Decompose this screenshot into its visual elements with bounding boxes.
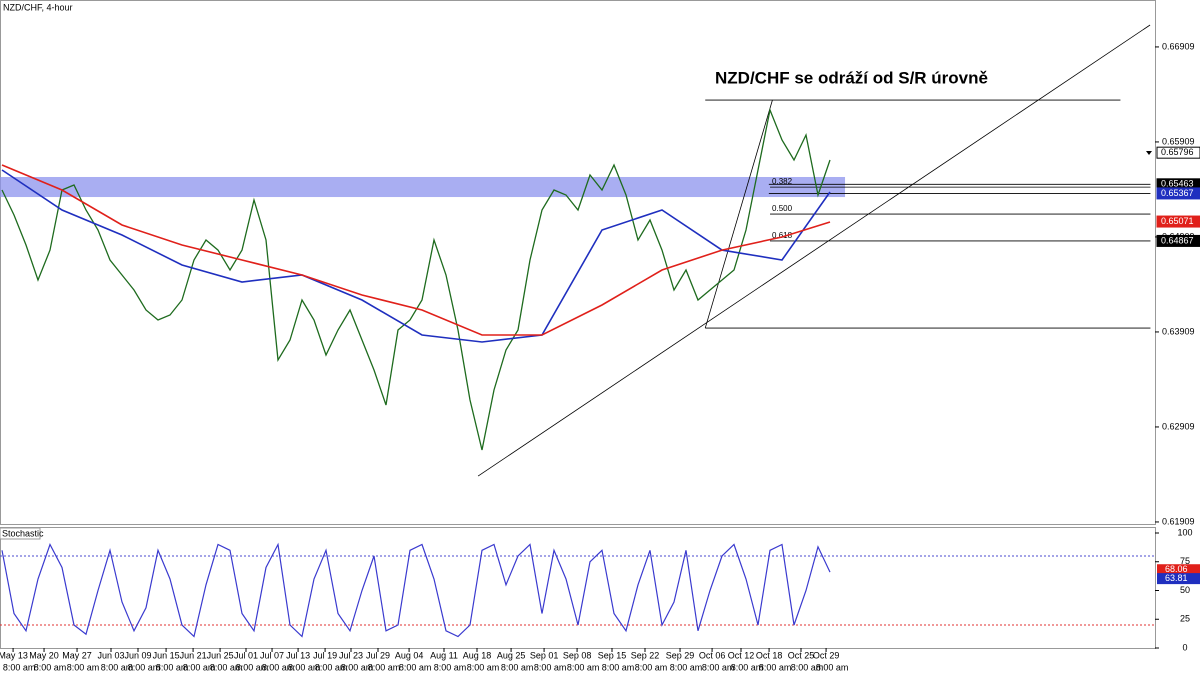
fib-label: 0.500 <box>772 204 793 213</box>
x-time-label: 8:00 am <box>567 662 600 672</box>
x-tick-label: Aug 18 <box>463 650 492 660</box>
x-time-label: 8:00 am <box>467 662 500 672</box>
chart-title: NZD/CHF, 4-hour <box>3 2 73 12</box>
x-tick-label: Oct 29 <box>813 650 840 660</box>
x-tick-label: Sep 15 <box>598 650 627 660</box>
sr-zone <box>0 176 846 198</box>
x-tick-label: Oct 18 <box>756 650 783 660</box>
stochastic-line <box>1 542 831 638</box>
x-tick-label: Oct 06 <box>699 650 726 660</box>
x-tick-label: Aug 11 <box>430 650 458 660</box>
x-time-label: 8:00 am <box>101 662 134 672</box>
trendline <box>477 24 1151 477</box>
x-tick-label: Sep 29 <box>666 650 695 660</box>
current-price-arrow <box>1146 151 1152 155</box>
price-marker-box <box>1156 234 1200 247</box>
stochastic-tick-label: 0 <box>1182 642 1187 652</box>
price-marker-label: 0.64867 <box>1161 235 1194 245</box>
annotation: NZD/CHF se odráží od S/R úrovně <box>715 68 988 87</box>
trendline <box>704 99 773 329</box>
stochastic-marker-box <box>1157 573 1200 585</box>
x-time-label: 8:00 am <box>236 662 269 672</box>
x-time-label: 8:00 am <box>816 662 849 672</box>
x-tick-label: Jul 07 <box>260 650 284 660</box>
y-tick-label: 0.65909 <box>1162 136 1195 146</box>
stochastic-marker-box <box>1157 564 1200 576</box>
x-time-label: 8:00 am <box>702 662 735 672</box>
price-marker-box <box>1156 187 1200 200</box>
x-time-label: 8:00 am <box>262 662 295 672</box>
x-tick-label: Jun 15 <box>153 650 180 660</box>
x-time-label: 8:00 am <box>602 662 635 672</box>
stochastic-title-box <box>0 527 41 540</box>
x-tick-label: Jul 23 <box>339 650 363 660</box>
x-tick-label: Jul 19 <box>313 650 337 660</box>
x-time-label: 8:00 am <box>128 662 161 672</box>
x-time-label: 8:00 am <box>3 662 36 672</box>
x-tick-label: Aug 25 <box>497 650 526 660</box>
x-time-label: 8:00 am <box>399 662 432 672</box>
fib-label: 0.618 <box>772 231 793 240</box>
moving-average <box>1 169 831 343</box>
x-tick-label: Oct 12 <box>728 650 755 660</box>
price-marker-label: 0.65367 <box>1161 188 1194 198</box>
x-time-label: 8:00 am <box>341 662 374 672</box>
stochastic-marker-label: 63.81 <box>1165 573 1188 583</box>
x-time-label: 8:00 am <box>759 662 792 672</box>
x-time-label: 8:00 am <box>288 662 321 672</box>
x-tick-label: Jun 09 <box>124 650 151 660</box>
x-tick-label: Jul 01 <box>234 650 258 660</box>
x-tick-label: Sep 22 <box>631 650 660 660</box>
x-time-label: 8:00 am <box>210 662 243 672</box>
x-time-label: 8:00 am <box>501 662 534 672</box>
price-line <box>1 107 831 451</box>
x-tick-label: May 13 <box>0 650 28 660</box>
stochastic-pane <box>0 527 1156 649</box>
x-time-label: 8:00 am <box>635 662 668 672</box>
x-time-label: 8:00 am <box>315 662 348 672</box>
y-tick-label: 0.66909 <box>1162 41 1195 51</box>
x-time-label: 8:00 am <box>731 662 764 672</box>
y-tick-label: 0.63909 <box>1162 326 1195 336</box>
y-tick-label: 0.61909 <box>1162 516 1195 526</box>
x-time-label: 8:00 am <box>791 662 824 672</box>
fib-label: 0.382 <box>772 177 793 186</box>
x-tick-label: Jun 25 <box>207 650 234 660</box>
price-marker-label: 0.65463 <box>1161 179 1194 189</box>
x-tick-label: May 20 <box>29 650 59 660</box>
x-tick-label: Oct 25 <box>788 650 815 660</box>
x-tick-label: Aug 04 <box>395 650 424 660</box>
x-time-label: 8:00 am <box>183 662 216 672</box>
stochastic-tick-label: 25 <box>1180 614 1190 624</box>
price-marker-box <box>1156 215 1200 228</box>
x-time-label: 8:00 am <box>434 662 467 672</box>
stochastic-marker-label: 68.06 <box>1165 564 1188 574</box>
x-time-label: 8:00 am <box>670 662 703 672</box>
x-tick-label: Jun 03 <box>97 650 124 660</box>
price-marker-box <box>1156 146 1200 159</box>
stochastic-tick-label: 50 <box>1180 585 1190 595</box>
x-tick-label: May 27 <box>62 650 92 660</box>
x-tick-label: Sep 08 <box>563 650 592 660</box>
x-time-label: 8:00 am <box>368 662 401 672</box>
price-marker-label: 0.65071 <box>1161 216 1194 226</box>
y-tick-label: 0.62909 <box>1162 421 1195 431</box>
x-time-label: 8:00 am <box>534 662 567 672</box>
x-tick-label: Jul 13 <box>286 650 310 660</box>
x-tick-label: Sep 01 <box>530 650 559 660</box>
x-time-label: 8:00 am <box>67 662 100 672</box>
price-marker-label: 0.65796 <box>1161 147 1194 157</box>
moving-average <box>1 164 831 336</box>
stochastic-tick-label: 100 <box>1177 527 1192 537</box>
x-tick-label: Jul 29 <box>366 650 390 660</box>
x-time-label: 8:00 am <box>156 662 189 672</box>
main-pane <box>0 0 1156 525</box>
stochastic-tick-label: 75 <box>1180 556 1190 566</box>
stochastic-title: Stochastic <box>2 528 44 538</box>
x-time-label: 8:00 am <box>34 662 67 672</box>
x-tick-label: Jun 21 <box>180 650 207 660</box>
